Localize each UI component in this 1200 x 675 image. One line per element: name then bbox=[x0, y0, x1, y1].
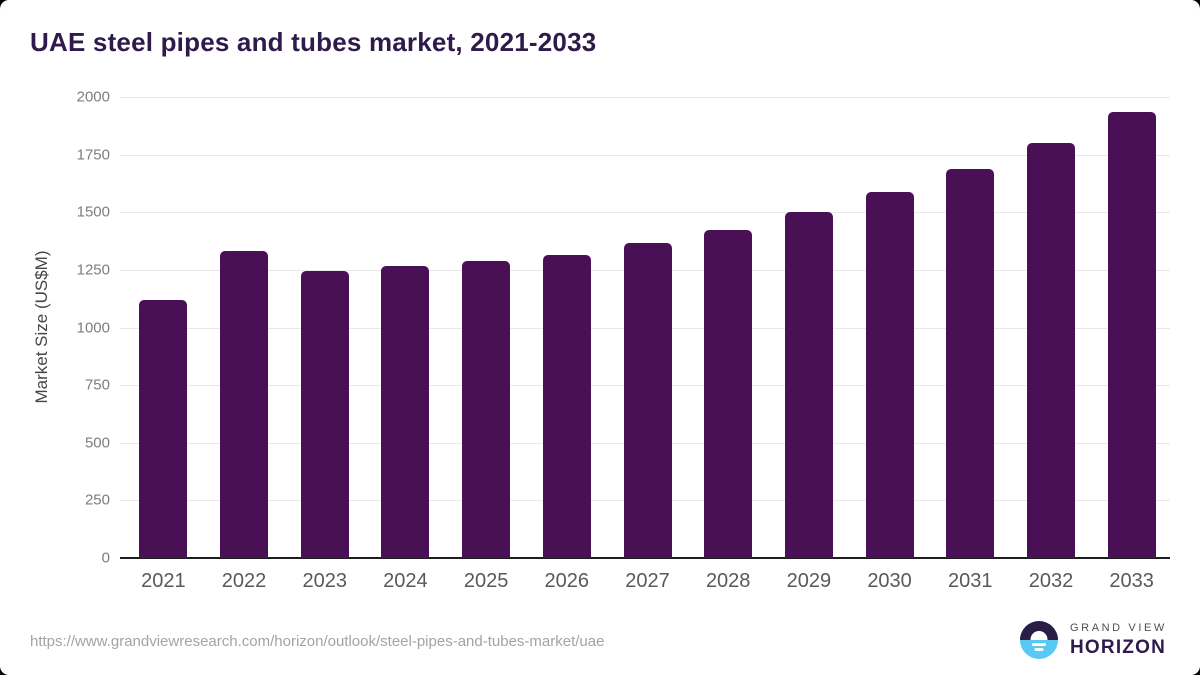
x-axis-line bbox=[120, 557, 1170, 559]
x-tick-label: 2022 bbox=[221, 570, 267, 592]
x-tick-label: 2025 bbox=[463, 570, 509, 592]
bar-2022[interactable] bbox=[220, 251, 269, 558]
x-tick-label: 2026 bbox=[544, 570, 590, 592]
y-tick-label: 1000 bbox=[76, 319, 110, 336]
bar-2028[interactable] bbox=[704, 229, 753, 558]
y-tick-label: 2000 bbox=[76, 88, 110, 106]
bar-2030[interactable] bbox=[865, 191, 914, 558]
logo-sun-shape bbox=[1030, 631, 1048, 640]
y-tick-label: 0 bbox=[101, 549, 110, 567]
x-tick-label: 2032 bbox=[1028, 570, 1074, 592]
bar-2025[interactable] bbox=[462, 261, 511, 558]
source-url: https://www.grandviewresearch.com/horizo… bbox=[30, 633, 605, 650]
y-tick-label: 1250 bbox=[76, 261, 110, 279]
bar-2032[interactable] bbox=[1026, 143, 1075, 558]
gridline bbox=[120, 212, 1170, 214]
logo-grand-view-text: GRAND VIEW bbox=[1070, 621, 1167, 634]
logo-sky-half bbox=[1020, 621, 1058, 640]
brand-logo: GRAND VIEW HORIZON bbox=[1020, 621, 1167, 659]
x-tick-label: 2023 bbox=[302, 570, 347, 592]
x-tick-label: 2030 bbox=[867, 570, 912, 592]
x-tick-label: 2024 bbox=[383, 570, 428, 592]
bar-2031[interactable] bbox=[946, 168, 995, 558]
y-tick-label: 500 bbox=[84, 434, 110, 452]
bar-2029[interactable] bbox=[784, 212, 833, 558]
logo-horizon-text: HORIZON bbox=[1070, 636, 1167, 658]
y-tick-label: 1750 bbox=[76, 146, 110, 164]
bar-2027[interactable] bbox=[623, 242, 672, 558]
x-tick-label: 2028 bbox=[705, 570, 751, 592]
logo-reflection-line-1 bbox=[1032, 643, 1046, 646]
bar-2033[interactable] bbox=[1107, 112, 1156, 558]
y-tick-label: 750 bbox=[84, 376, 110, 394]
y-tick-label: 250 bbox=[84, 491, 110, 509]
gridline bbox=[120, 154, 1170, 156]
bar-2023[interactable] bbox=[300, 270, 349, 558]
x-tick-label: 2031 bbox=[948, 570, 993, 592]
x-tick-label: 2027 bbox=[625, 570, 670, 592]
bar-2026[interactable] bbox=[542, 255, 591, 558]
y-tick-label: 1500 bbox=[76, 203, 110, 221]
chart-title: UAE steel pipes and tubes market, 2021-2… bbox=[30, 27, 597, 57]
logo-text: GRAND VIEW HORIZON bbox=[1070, 622, 1167, 659]
x-tick-label: 2033 bbox=[1109, 570, 1154, 592]
logo-reflection-line-2 bbox=[1034, 648, 1044, 651]
x-tick-label: 2021 bbox=[141, 570, 186, 592]
bar-2024[interactable] bbox=[381, 266, 430, 558]
horizon-sunset-icon bbox=[1020, 621, 1058, 659]
gridline bbox=[120, 97, 1170, 98]
x-tick-label: 2029 bbox=[786, 570, 832, 592]
bar-2021[interactable] bbox=[139, 300, 188, 558]
